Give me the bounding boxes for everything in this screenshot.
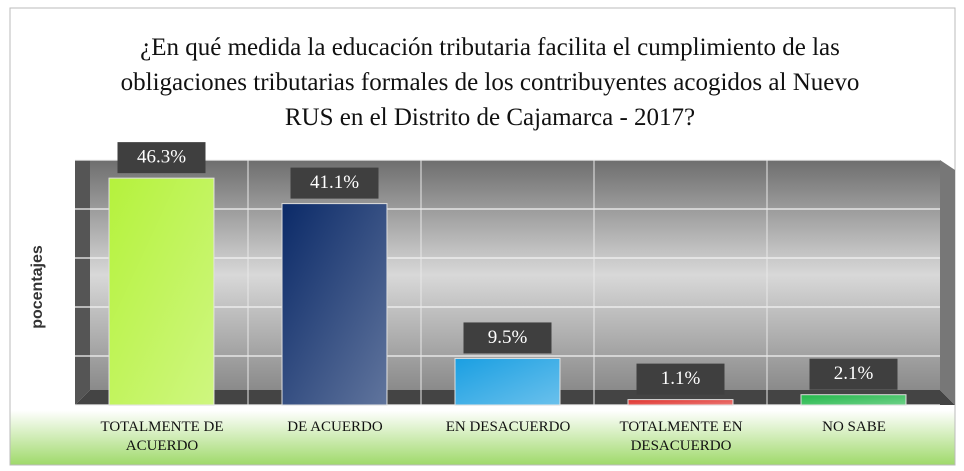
data-label-box (290, 167, 379, 199)
x-tick-label: TOTALMENTE EN DESACUERDO (619, 419, 743, 454)
data-label-box (117, 142, 206, 174)
bar-shine (282, 203, 387, 405)
data-label-box (809, 358, 898, 390)
data-label: 46.3% (137, 146, 186, 167)
chart-title: ¿En qué medida la educación tributaria f… (120, 34, 860, 131)
bar-shine (109, 178, 214, 405)
side-wall (75, 160, 90, 405)
x-tick-label: TOTALMENTE DE ACUERDO (100, 419, 224, 454)
x-tick-label: NO SABE (822, 419, 886, 435)
y-axis-label: pocentajes (29, 245, 46, 329)
data-label: 2.1% (834, 363, 874, 384)
x-tick-label: DE ACUERDO (287, 419, 383, 435)
bar-shine (628, 399, 733, 405)
data-label-box (636, 363, 725, 395)
bar-shine (801, 394, 906, 405)
data-label: 9.5% (488, 327, 528, 348)
data-label-box (463, 322, 552, 354)
x-tick-label: EN DESACUERDO (445, 419, 571, 435)
data-label: 41.1% (310, 172, 359, 193)
data-label: 1.1% (661, 368, 701, 389)
right-wall (940, 160, 955, 405)
bar-shine (455, 358, 560, 405)
